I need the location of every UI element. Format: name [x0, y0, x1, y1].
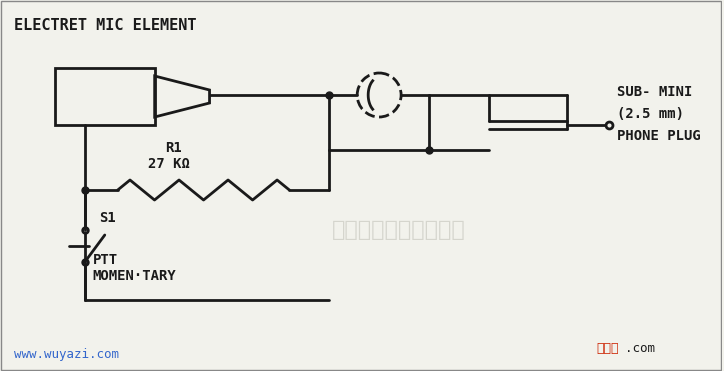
Text: (2.5 mm): (2.5 mm)	[617, 107, 683, 121]
Text: R1: R1	[164, 141, 182, 155]
Text: SUB- MINI: SUB- MINI	[617, 85, 692, 99]
Text: www.wuyazi.com: www.wuyazi.com	[14, 348, 119, 361]
Text: 27 KΩ: 27 KΩ	[148, 157, 190, 171]
Text: 杭州将睿科技有限公司: 杭州将睿科技有限公司	[332, 220, 466, 240]
Text: PTT: PTT	[93, 253, 118, 267]
Text: S1: S1	[98, 211, 116, 225]
Bar	[55, 68, 155, 125]
Text: PHONE PLUG: PHONE PLUG	[617, 129, 700, 143]
Text: ELECTRET MIC ELEMENT: ELECTRET MIC ELEMENT	[14, 18, 196, 33]
Text: .com: .com	[625, 342, 654, 355]
Text: 接线图: 接线图	[597, 342, 619, 355]
Text: MOMEN·TARY: MOMEN·TARY	[93, 269, 177, 283]
